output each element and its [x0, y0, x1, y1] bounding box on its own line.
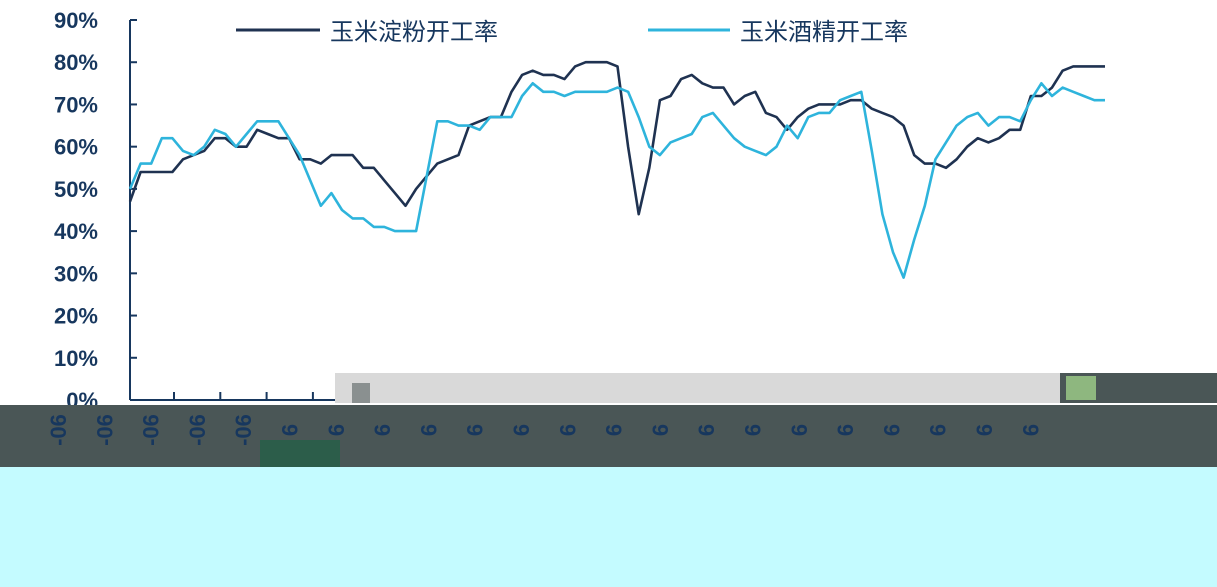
y-tick-label: 60% [54, 135, 98, 160]
x-tick-label: 6 [370, 424, 395, 436]
x-tick-label: 6 [1018, 424, 1043, 436]
legend-label-series-2: 玉米酒精开工率 [740, 18, 908, 46]
x-tick-label: -06 [92, 414, 117, 446]
legend-label-series-1: 玉米淀粉开工率 [330, 18, 498, 46]
artifact-band-dark [0, 405, 1217, 467]
scan-artifact-bands [0, 373, 1217, 587]
artifact-band-light [0, 467, 1217, 587]
y-tick-label: 40% [54, 219, 98, 244]
artifact-block [352, 383, 370, 403]
x-tick-label: 6 [926, 424, 951, 436]
y-tick-label: 70% [54, 92, 98, 117]
legend: 玉米淀粉开工率 玉米酒精开工率 [236, 18, 908, 46]
x-tick-label: 6 [833, 424, 858, 436]
x-tick-label: 6 [555, 424, 580, 436]
x-tick-label: -06 [231, 414, 256, 446]
x-tick-label: -06 [46, 414, 71, 446]
x-tick-label: 6 [602, 424, 627, 436]
x-tick-label: -06 [185, 414, 210, 446]
y-tick-label: 30% [54, 261, 98, 286]
y-tick-label: 90% [54, 8, 98, 33]
series-line-1 [128, 60, 1105, 216]
artifact-block [1066, 376, 1096, 400]
x-tick-label: 6 [787, 424, 812, 436]
x-tick-label: 6 [879, 424, 904, 436]
series-layer [128, 60, 1105, 279]
x-tick-label: 6 [416, 424, 441, 436]
x-tick-label: 6 [694, 424, 719, 436]
x-tick-label: 6 [278, 424, 303, 436]
x-tick-label: 6 [741, 424, 766, 436]
x-tick-label: 6 [324, 424, 349, 436]
x-tick-label: 6 [972, 424, 997, 436]
x-tick-label: 6 [509, 424, 534, 436]
artifact-block [260, 440, 340, 467]
series-line-2 [128, 82, 1105, 279]
artifact-band-gray [335, 373, 1060, 403]
y-tick-label: 20% [54, 304, 98, 329]
x-tick-labels: -06 -06 -06 -06 -06 6 6 6 6 6 6 6 6 6 6 6 6 6 6 6 6 6 [46, 414, 1043, 446]
y-tick-label: 10% [54, 346, 98, 371]
x-tick-label: -06 [139, 414, 164, 446]
x-tick-label: 6 [648, 424, 673, 436]
y-axis: 90%80%70%60%50%40%30%20%10%0% [54, 8, 137, 413]
x-tick-label: 6 [463, 424, 488, 436]
y-tick-label: 80% [54, 50, 98, 75]
y-tick-label: 50% [54, 177, 98, 202]
